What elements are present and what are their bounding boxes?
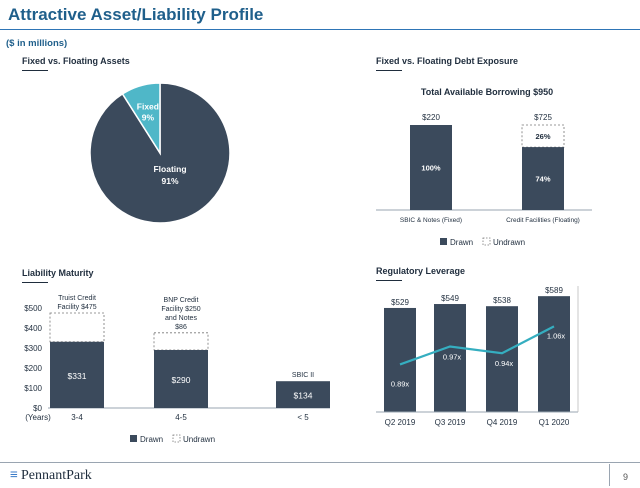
footer-divider xyxy=(0,462,640,463)
maturity-ytick-label: $500 xyxy=(24,304,42,313)
leverage-bar-label: $549 xyxy=(441,294,459,303)
maturity-x-prefix: (Years) xyxy=(25,413,51,422)
pie-label-fixed: Fixed xyxy=(137,101,159,111)
maturity-annotation: Facility $475 xyxy=(57,304,96,311)
leverage-bar xyxy=(434,304,466,412)
liability-maturity-chart: $0 $100 $200 $300 $400 $500 $331 3-4 Truist Cred… xyxy=(24,295,330,444)
maturity-ytick-label: $200 xyxy=(24,364,42,373)
maturity-legend-undrawn: Undrawn xyxy=(183,435,215,444)
maturity-category-label: < 5 xyxy=(297,413,309,422)
maturity-bar-drawn xyxy=(154,350,208,408)
units-note: ($ in millions) xyxy=(6,38,68,49)
leverage-bar-label: $589 xyxy=(545,286,563,295)
debt-bar-drawn xyxy=(522,147,564,210)
leverage-section-title: Regulatory Leverage xyxy=(376,266,466,276)
leverage-ratio-line xyxy=(399,325,555,366)
debt-legend-swatch-drawn xyxy=(440,238,447,245)
maturity-annotation: $86 xyxy=(175,324,187,331)
debt-bar-drawn-label: 74% xyxy=(535,175,550,184)
leverage-ratio-label: 0.89x xyxy=(391,379,410,388)
pie-value-floating: 91% xyxy=(161,176,178,186)
leverage-section-rule xyxy=(376,280,402,281)
debt-section-rule xyxy=(376,70,402,71)
maturity-annotation: Facility $250 xyxy=(161,306,200,313)
maturity-bar-label: $134 xyxy=(294,391,313,401)
maturity-bar-drawn xyxy=(50,341,104,408)
leverage-category-label: Q2 2019 xyxy=(385,418,416,427)
debt-exposure-chart: Total Available Borrowing $950 100% $220 SB… xyxy=(376,87,592,247)
maturity-section-rule xyxy=(22,282,48,283)
leverage-category-label: Q4 2019 xyxy=(487,418,518,427)
debt-category-label: Credit Facilities (Floating) xyxy=(506,217,580,224)
logo-text: PennantPark xyxy=(20,468,92,483)
page-title: Attractive Asset/Liability Profile xyxy=(8,5,264,24)
debt-bar-drawn-label: 100% xyxy=(421,164,441,173)
pie-label-floating: Floating xyxy=(153,164,186,174)
page-number: 9 xyxy=(622,472,628,482)
leverage-ratio-label: 0.97x xyxy=(443,353,462,362)
maturity-legend-drawn: Drawn xyxy=(140,435,163,444)
leverage-bar xyxy=(486,306,518,412)
company-logo: ≡ PennantPark xyxy=(10,468,92,484)
leverage-ratio-label: 1.06x xyxy=(547,331,566,340)
maturity-ytick-label: $100 xyxy=(24,384,42,393)
leverage-category-label: Q1 2020 xyxy=(539,418,570,427)
maturity-section-title: Liability Maturity xyxy=(22,268,94,278)
maturity-bar-undrawn xyxy=(153,332,209,351)
maturity-category-label: 4-5 xyxy=(175,413,187,422)
debt-section-title: Fixed vs. Floating Debt Exposure xyxy=(376,56,519,66)
maturity-annotation: and Notes xyxy=(165,315,197,322)
maturity-bar-undrawn xyxy=(49,312,105,343)
maturity-bar-label: $331 xyxy=(68,371,87,381)
leverage-bar xyxy=(538,296,570,412)
debt-legend-drawn: Drawn xyxy=(450,238,473,247)
leverage-bar-label: $529 xyxy=(391,298,409,307)
maturity-legend-swatch-drawn xyxy=(130,435,137,442)
regulatory-leverage-chart: $529 Q2 2019 $549 Q3 2019 $538 Q4 2019 $589 Q1 … xyxy=(376,286,579,427)
maturity-category-label: 3-4 xyxy=(71,413,83,422)
maturity-ytick-label: $400 xyxy=(24,324,42,333)
assets-section-rule xyxy=(22,70,48,71)
leverage-category-label: Q3 2019 xyxy=(435,418,466,427)
pie-value-fixed: 9% xyxy=(142,112,155,122)
debt-bar-total: $220 xyxy=(422,113,440,122)
debt-bar-total: $725 xyxy=(534,113,552,122)
assets-section-title: Fixed vs. Floating Assets xyxy=(22,56,130,66)
maturity-annotation: BNP Credit xyxy=(164,297,199,304)
maturity-bar-drawn xyxy=(276,381,330,408)
debt-legend-undrawn: Undrawn xyxy=(493,238,525,247)
leverage-bar-label: $538 xyxy=(493,296,511,305)
page-number-separator xyxy=(609,464,610,486)
debt-chart-title: Total Available Borrowing $950 xyxy=(421,87,553,97)
leverage-ratio-label: 0.94x xyxy=(495,359,514,368)
pennant-icon: ≡ xyxy=(10,468,18,483)
maturity-bar-label: $290 xyxy=(172,375,191,385)
title-divider xyxy=(0,29,640,30)
maturity-annotation: SBIC II xyxy=(292,372,314,379)
debt-bar-drawn xyxy=(410,125,452,210)
maturity-ytick-label: $300 xyxy=(24,344,42,353)
debt-category-label: SBIC & Notes (Fixed) xyxy=(400,217,462,224)
debt-bar-undrawn-label: 26% xyxy=(535,132,550,141)
maturity-legend-swatch-undrawn xyxy=(172,434,181,443)
debt-legend-swatch-undrawn xyxy=(482,237,491,246)
maturity-ytick-label: $0 xyxy=(33,404,42,413)
pie-slice-fixed xyxy=(121,82,161,156)
maturity-annotation: Truist Credit xyxy=(58,295,96,302)
